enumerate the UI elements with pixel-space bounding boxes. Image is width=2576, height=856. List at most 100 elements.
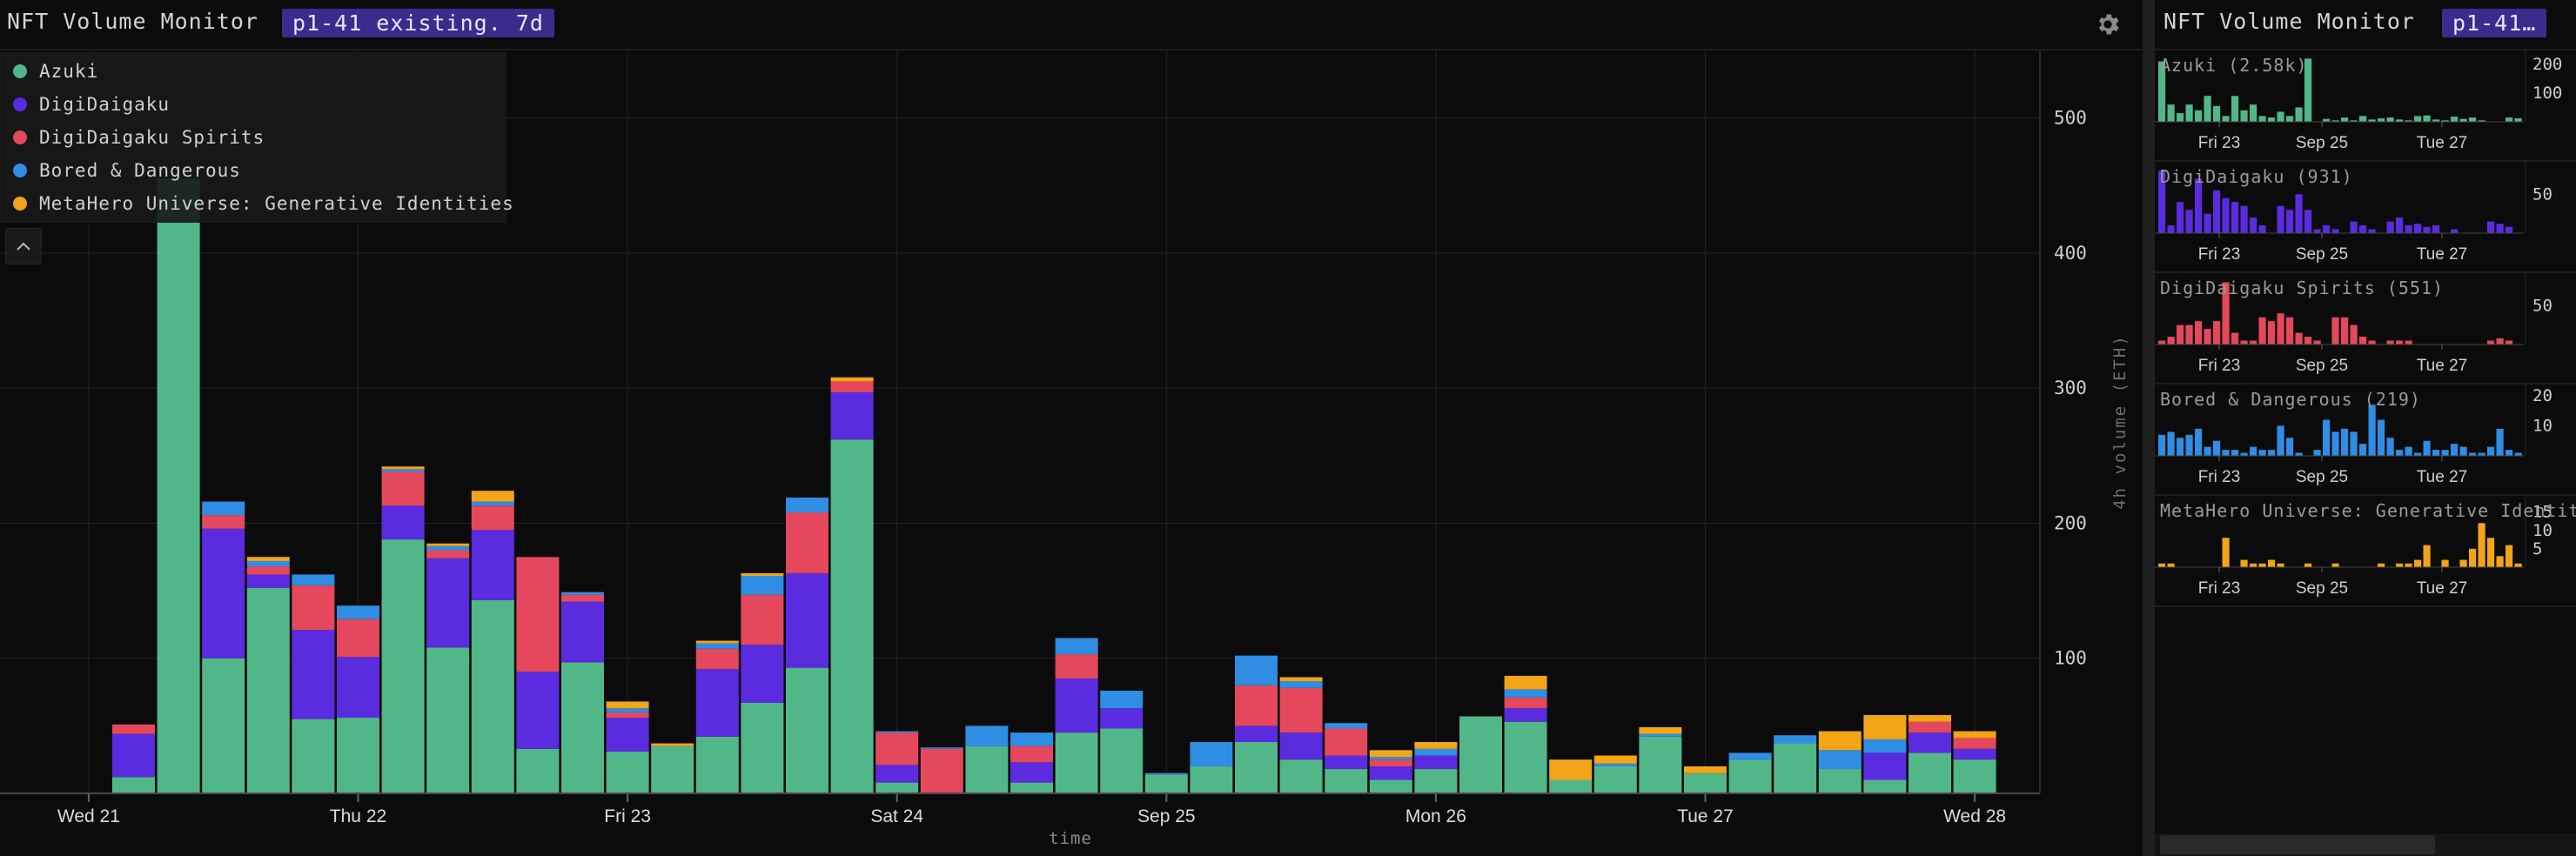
y-tick-label: 200 xyxy=(2054,512,2087,533)
mini-bar xyxy=(2240,452,2248,456)
mini-bar xyxy=(2167,225,2175,233)
mini-bar xyxy=(2506,226,2513,233)
bar-segment xyxy=(381,469,425,472)
bar-segment xyxy=(965,746,1009,793)
bar-segment xyxy=(292,585,335,631)
mini-bar xyxy=(2478,452,2485,456)
mini-bar xyxy=(2222,450,2230,456)
bar-segment xyxy=(1774,743,1817,793)
bar-segment xyxy=(786,512,828,573)
mini-bar xyxy=(2295,194,2303,233)
panel-divider[interactable] xyxy=(2143,0,2155,856)
legend-item-azuki[interactable]: Azuki xyxy=(13,57,98,86)
dashboard-tag[interactable]: p1-41 existing. 7d xyxy=(282,9,554,37)
bar-segment xyxy=(246,557,290,561)
bar-segment xyxy=(202,515,245,529)
bar-segment xyxy=(1504,721,1547,793)
bar-segment xyxy=(1235,655,1278,685)
mini-bar xyxy=(2487,221,2495,233)
mini-bar xyxy=(2204,96,2211,122)
bar-segment xyxy=(1639,736,1682,793)
gear-icon[interactable] xyxy=(2094,10,2122,38)
mini-bar xyxy=(2231,450,2239,456)
mini-bar xyxy=(2222,116,2230,122)
mini-bar xyxy=(2487,340,2495,344)
bar-segment xyxy=(1863,714,1907,739)
bar-segment xyxy=(202,501,245,516)
bar-segment xyxy=(741,594,784,645)
bar-segment xyxy=(695,648,739,670)
mini-bar xyxy=(2313,340,2321,344)
mini-bar xyxy=(2185,434,2193,456)
bar-segment xyxy=(1863,779,1907,793)
legend-item-bored-dangerous[interactable]: Bored & Dangerous xyxy=(13,156,241,185)
bar-segment xyxy=(471,501,514,506)
bar-segment xyxy=(606,718,649,752)
mini-x-tick-label: Tue 27 xyxy=(2417,357,2467,375)
bar-segment xyxy=(1055,732,1098,793)
mini-bar xyxy=(2396,217,2404,233)
mini-y-tick-label: 5 xyxy=(2532,539,2542,558)
mini-bar xyxy=(2258,317,2266,344)
bar-segment xyxy=(426,550,470,558)
bar-segment xyxy=(1639,733,1682,737)
mini-bar xyxy=(2240,205,2248,233)
mini-bar xyxy=(2177,202,2184,233)
mini-bar xyxy=(2213,190,2221,233)
legend-item-digidaigaku-spirits[interactable]: DigiDaigaku Spirits xyxy=(13,123,265,152)
bar-segment xyxy=(561,601,604,663)
legend-dot xyxy=(13,64,27,78)
bar-segment xyxy=(786,572,828,668)
mini-bar xyxy=(2514,118,2522,122)
bar-segment xyxy=(1279,759,1323,793)
side-tag[interactable]: p1-41… xyxy=(2442,9,2547,37)
mini-bar xyxy=(2441,450,2449,456)
mini-bar xyxy=(2185,104,2193,122)
mini-bar xyxy=(2368,229,2376,233)
mini-bar xyxy=(2250,563,2257,567)
legend-item-metahero[interactable]: MetaHero Universe: Generative Identities xyxy=(13,189,514,218)
mini-bar xyxy=(2331,431,2339,456)
mini-y-tick-label: 50 xyxy=(2532,296,2553,315)
horizontal-scrollbar[interactable] xyxy=(2160,835,2435,854)
mini-x-tick-label: Fri 23 xyxy=(2198,357,2241,375)
mini-bar xyxy=(2469,117,2477,122)
mini-bar xyxy=(2250,446,2257,456)
collapse-legend-button[interactable] xyxy=(5,228,42,264)
bar-segment xyxy=(1010,782,1053,793)
bar-segment xyxy=(1144,774,1188,793)
mini-bar xyxy=(2167,563,2175,567)
bar-segment xyxy=(1504,689,1547,698)
mini-x-tick-label: Tue 27 xyxy=(2417,134,2467,152)
mini-bar xyxy=(2258,563,2266,567)
mini-bar xyxy=(2496,556,2504,567)
mini-bar xyxy=(2158,171,2166,233)
mini-bar xyxy=(2295,107,2303,122)
bar-segment xyxy=(830,377,874,382)
mini-x-tick-label: Sep 25 xyxy=(2296,134,2348,152)
mini-bar xyxy=(2185,324,2193,344)
mini-x-tick-label: Tue 27 xyxy=(2417,579,2467,598)
legend-item-digidaigaku[interactable]: DigiDaigaku xyxy=(13,90,170,119)
mini-chart-title: MetaHero Universe: Generative Identities xyxy=(2160,500,2576,521)
bar-segment xyxy=(1459,716,1502,793)
bar-segment xyxy=(741,572,784,577)
mini-bar xyxy=(2414,452,2422,456)
bar-segment xyxy=(1235,741,1278,793)
bar-segment xyxy=(1863,752,1907,780)
bar-segment xyxy=(561,594,604,602)
mini-bar xyxy=(2331,317,2339,344)
bar-segment xyxy=(1325,728,1368,756)
mini-bar xyxy=(2514,563,2522,567)
x-tick-label: Wed 21 xyxy=(57,806,120,826)
bar-segment xyxy=(426,543,470,546)
bar-segment xyxy=(1190,766,1233,793)
mini-bar xyxy=(2396,563,2404,567)
legend-dot xyxy=(13,197,27,211)
bar-segment xyxy=(1369,779,1412,793)
bar-segment xyxy=(1818,769,1862,793)
bar-segment xyxy=(292,630,335,719)
mini-bar xyxy=(2405,340,2412,344)
mini-bar xyxy=(2378,563,2385,567)
title-bar: NFT Volume Monitor p1-41 existing. 7d xyxy=(0,0,2143,49)
